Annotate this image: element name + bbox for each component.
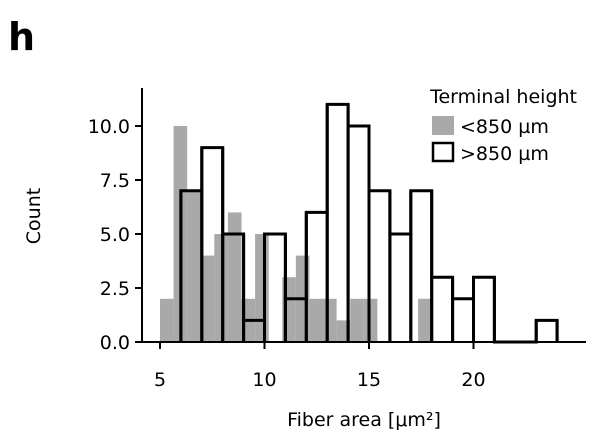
bar-low-2 [187, 190, 201, 342]
axes [141, 88, 586, 343]
y-axis-label: Count [23, 188, 45, 244]
panel-letter: h [8, 15, 35, 59]
y-tick-label-4: 10.0 [88, 116, 130, 138]
legend-label-high: >850 µm [460, 143, 549, 165]
legend-swatch-high [431, 141, 455, 163]
x-tick-label-3: 20 [461, 369, 485, 391]
y-tick-label-1: 2.5 [100, 278, 130, 300]
bar-low-19 [418, 298, 432, 342]
bar-low-4 [214, 234, 228, 342]
bar-low-7 [255, 234, 269, 342]
x-tick-label-0: 5 [154, 369, 166, 391]
high-terminal-outline [179, 102, 559, 344]
x-axis-label: Fiber area [μm²] [287, 409, 441, 431]
x-ticks: 5 10 15 20 [154, 342, 486, 391]
y-ticks: 0.0 2.5 5.0 7.5 10.0 [88, 116, 142, 354]
bar-low-12 [323, 298, 337, 342]
high-terminal-bars [179, 102, 559, 344]
bar-low-0 [160, 298, 174, 342]
y-tick-label-0: 0.0 [100, 332, 130, 354]
bar-low-11 [309, 298, 324, 342]
legend-swatch-low [432, 116, 454, 135]
y-tick-label-3: 7.5 [100, 170, 130, 192]
y-tick-label-2: 5.0 [100, 224, 130, 246]
x-tick-label-1: 10 [252, 369, 276, 391]
bar-low-15 [363, 298, 378, 342]
bar-low-5 [227, 212, 242, 342]
bar-low-14 [350, 298, 364, 342]
legend-label-low: <850 µm [460, 116, 549, 138]
x-tick-label-2: 15 [357, 369, 381, 391]
legend: Terminal height <850 µm >850 µm [429, 86, 577, 165]
legend-title: Terminal height [429, 86, 577, 108]
bar-low-3 [200, 255, 215, 342]
